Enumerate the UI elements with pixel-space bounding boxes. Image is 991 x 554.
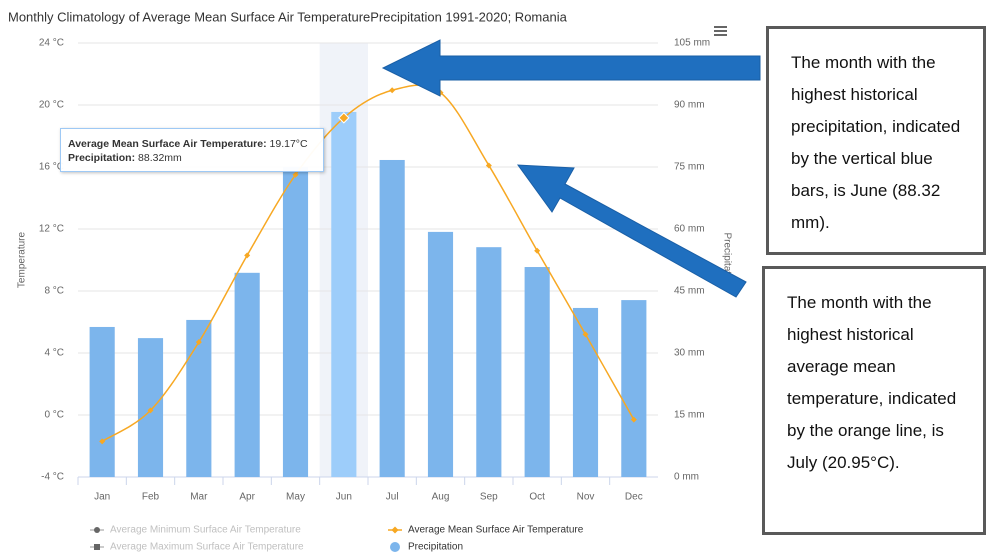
x-tick-label: Jun (336, 492, 352, 503)
tooltip-label: Precipitation: (68, 152, 136, 164)
x-tick-label: May (286, 492, 305, 503)
x-tick-label: Dec (625, 492, 643, 503)
legend-label: Precipitation (408, 542, 463, 553)
bar (331, 111, 357, 477)
x-tick-label: Jul (386, 492, 399, 503)
x-tick-label: Sep (480, 492, 498, 503)
y-tick-label: 20 °C (39, 100, 64, 111)
tooltip-value: 19.17°C (269, 138, 308, 150)
y2-tick-label: 60 mm (674, 224, 705, 235)
bar (524, 267, 550, 477)
legend-marker (94, 527, 100, 533)
x-tick-label: Aug (432, 492, 450, 503)
y-tick-label: -4 °C (41, 472, 64, 483)
legend-label: Average Minimum Surface Air Temperature (110, 525, 301, 536)
y-tick-label: 12 °C (39, 224, 64, 235)
x-tick-label: Nov (577, 492, 595, 503)
marker (244, 252, 251, 259)
bar (621, 300, 647, 477)
marker (630, 416, 637, 423)
bar (379, 159, 405, 477)
marker (582, 331, 589, 338)
y2-axis-label: Precipitation (721, 232, 732, 287)
annotation-box: The month with the highest historical pr… (766, 26, 986, 255)
legend-label: Average Mean Surface Air Temperature (408, 525, 584, 536)
y-tick-label: 4 °C (44, 348, 64, 359)
marker (338, 112, 350, 124)
y2-tick-label: 75 mm (674, 162, 705, 173)
menu-icon[interactable] (714, 26, 727, 36)
y2-tick-label: 30 mm (674, 348, 705, 359)
marker (485, 162, 492, 169)
marker (389, 87, 396, 94)
chart-title: Monthly Climatology of Average Mean Surf… (8, 9, 568, 24)
annotation-box: The month with the highest historical av… (762, 266, 986, 535)
arrow (381, 39, 761, 97)
bar (282, 167, 309, 477)
x-tick-label: Mar (190, 492, 208, 503)
y-tick-label: 8 °C (44, 286, 64, 297)
y-tick-label: 16 °C (39, 162, 64, 173)
y-tick-label: 24 °C (39, 38, 64, 49)
bar (89, 326, 115, 477)
y2-tick-label: 90 mm (674, 100, 705, 111)
y2-tick-label: 105 mm (674, 38, 710, 49)
legend-marker (391, 526, 399, 534)
bar (234, 272, 260, 477)
tooltip: Average Mean Surface Air Temperature: 19… (60, 128, 324, 172)
y2-tick-label: 45 mm (674, 286, 705, 297)
x-tick-label: Apr (239, 492, 255, 503)
marker (147, 407, 154, 414)
y-axis-label: Temperature (17, 231, 28, 288)
tooltip-value: 88.32mm (138, 152, 182, 164)
x-tick-label: Oct (529, 492, 545, 503)
legend-marker (94, 544, 100, 550)
legend-label: Average Maximum Surface Air Temperature (110, 542, 304, 553)
bar (476, 247, 502, 477)
bar (186, 319, 212, 477)
bar (427, 231, 454, 477)
x-tick-label: Feb (142, 492, 160, 503)
y2-tick-label: 15 mm (674, 410, 705, 421)
legend-marker (390, 542, 400, 552)
marker (99, 438, 106, 445)
marker (195, 339, 202, 346)
marker (534, 247, 541, 254)
tooltip-label: Average Mean Surface Air Temperature: (68, 138, 267, 150)
marker (292, 171, 299, 178)
y-tick-label: 0 °C (44, 410, 64, 421)
y2-tick-label: 0 mm (674, 472, 699, 483)
arrow (516, 164, 747, 298)
x-tick-label: Jan (94, 492, 110, 503)
